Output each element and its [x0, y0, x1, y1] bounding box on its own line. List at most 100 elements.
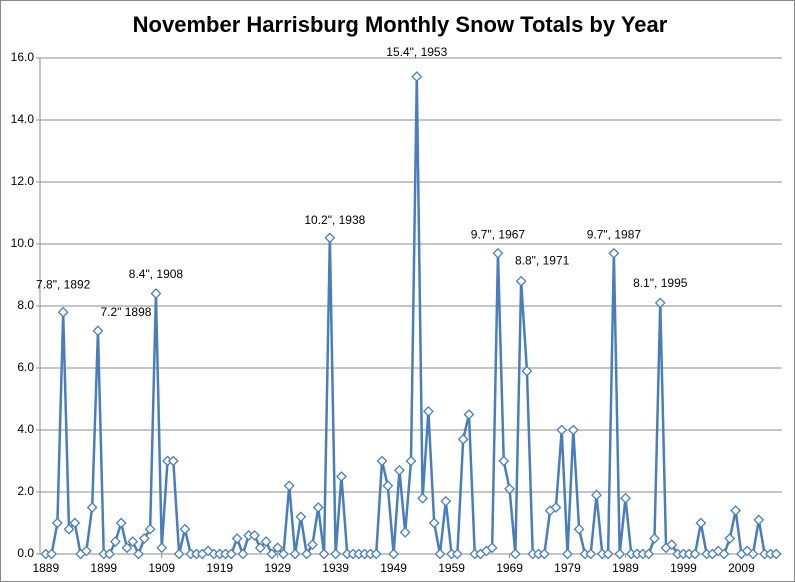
- data-point: [643, 548, 655, 560]
- data-point: [770, 548, 782, 560]
- data-point: [138, 533, 150, 544]
- y-tick-label: 6.0: [17, 360, 34, 374]
- x-tick-label: 1919: [206, 561, 233, 575]
- x-tick-label: 1939: [322, 561, 349, 575]
- annotation: 8.1", 1995: [633, 276, 688, 290]
- data-point: [336, 471, 347, 482]
- y-tick-label: 4.0: [17, 422, 34, 436]
- data-point: [567, 424, 579, 436]
- data-point: [422, 405, 434, 417]
- x-tick-label: 1999: [670, 561, 697, 575]
- data-point: [388, 548, 400, 560]
- annotation: 15.4", 1953: [386, 45, 447, 59]
- data-point: [521, 365, 533, 377]
- data-point: [237, 548, 249, 560]
- annotation: 9.7", 1987: [587, 227, 642, 241]
- data-point: [504, 483, 515, 495]
- data-point: [428, 517, 440, 529]
- data-point: [109, 536, 121, 548]
- data-point: [585, 548, 597, 560]
- y-tick-label: 0.0: [17, 546, 34, 560]
- data-point: [509, 548, 521, 560]
- data-point: [753, 514, 765, 526]
- data-point: [63, 523, 75, 535]
- data-point: [307, 539, 318, 551]
- x-tick-label: 1909: [148, 561, 175, 575]
- data-point: [591, 489, 602, 501]
- y-tick-label: 12.0: [11, 174, 35, 188]
- data-point: [283, 480, 295, 492]
- x-tick-label: 2009: [728, 561, 755, 575]
- data-point: [46, 548, 58, 560]
- data-point: [86, 502, 98, 513]
- data-point: [173, 548, 185, 560]
- data-point: [382, 480, 394, 492]
- data-point: [515, 275, 527, 287]
- annotation: 7.8", 1892: [36, 277, 91, 291]
- data-point: [144, 523, 156, 535]
- data-point: [602, 548, 614, 560]
- data-point: [278, 548, 289, 560]
- data-point: [608, 247, 620, 259]
- data-point: [51, 517, 63, 529]
- data-point: [301, 548, 313, 560]
- data-point: [330, 548, 342, 560]
- data-point: [573, 523, 585, 535]
- data-point: [457, 433, 469, 445]
- data-point: [666, 539, 678, 551]
- data-point: [254, 542, 266, 554]
- data-point: [492, 247, 504, 259]
- data-point: [486, 542, 498, 554]
- data-point: [249, 529, 260, 541]
- data-point: [649, 533, 660, 544]
- data-point: [405, 455, 417, 467]
- data-point: [121, 542, 133, 554]
- x-tick-label: 1989: [612, 561, 639, 575]
- data-point: [463, 409, 475, 420]
- data-point: [376, 455, 388, 467]
- data-point: [272, 542, 284, 554]
- y-tick-label: 8.0: [17, 298, 34, 312]
- x-tick-label: 1959: [438, 561, 465, 575]
- data-point: [127, 536, 139, 548]
- data-point: [399, 526, 411, 538]
- data-point: [150, 288, 162, 300]
- data-point: [266, 548, 278, 560]
- data-point: [451, 548, 463, 560]
- annotation: 7.2" 1898: [100, 305, 151, 319]
- data-point: [370, 548, 382, 560]
- data-point: [57, 306, 69, 318]
- data-point: [440, 495, 452, 507]
- data-point: [295, 511, 307, 523]
- data-point: [689, 548, 701, 560]
- data-point: [312, 502, 324, 513]
- data-point: [289, 548, 301, 560]
- annotation: 8.8", 1971: [515, 253, 570, 267]
- data-point: [260, 536, 272, 548]
- annotation: 10.2", 1938: [304, 213, 365, 227]
- data-point: [104, 548, 115, 560]
- data-point: [747, 548, 759, 560]
- annotation: 8.4", 1908: [129, 267, 184, 281]
- data-point: [724, 533, 736, 544]
- data-point: [324, 232, 336, 244]
- y-tick-label: 14.0: [11, 112, 35, 126]
- data-point: [411, 71, 423, 83]
- data-point: [417, 492, 429, 504]
- data-point: [695, 517, 707, 529]
- y-tick-label: 10.0: [11, 236, 35, 250]
- x-tick-label: 1979: [554, 561, 581, 575]
- data-point: [167, 455, 179, 467]
- data-point: [538, 548, 550, 560]
- data-point: [179, 523, 191, 535]
- data-point: [92, 325, 104, 337]
- data-point: [718, 548, 730, 560]
- data-point: [620, 492, 631, 504]
- data-point: [654, 297, 666, 309]
- data-point: [393, 464, 405, 476]
- data-point: [730, 505, 742, 517]
- data-point: [133, 548, 144, 560]
- data-point: [550, 502, 562, 513]
- data-point: [562, 548, 573, 560]
